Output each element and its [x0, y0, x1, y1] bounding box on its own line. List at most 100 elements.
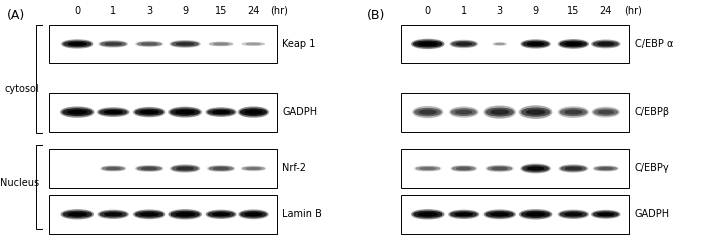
Ellipse shape [491, 213, 508, 216]
Ellipse shape [102, 167, 124, 170]
Ellipse shape [528, 43, 544, 45]
Ellipse shape [521, 108, 549, 116]
Ellipse shape [134, 108, 165, 117]
Ellipse shape [104, 111, 122, 114]
Text: GADPH: GADPH [634, 209, 669, 219]
Ellipse shape [412, 210, 444, 219]
Ellipse shape [61, 210, 93, 219]
Ellipse shape [136, 212, 162, 217]
Ellipse shape [413, 41, 441, 47]
Bar [49, 93, 277, 132]
Bar [400, 149, 629, 188]
Bar [400, 25, 629, 63]
Ellipse shape [137, 42, 161, 46]
Text: 24: 24 [247, 6, 260, 16]
Ellipse shape [242, 167, 265, 170]
Ellipse shape [521, 212, 549, 217]
Ellipse shape [213, 213, 229, 216]
Ellipse shape [210, 43, 232, 45]
Ellipse shape [241, 212, 266, 217]
Ellipse shape [136, 166, 162, 171]
Ellipse shape [101, 166, 126, 171]
Text: 0: 0 [425, 6, 431, 16]
Ellipse shape [247, 43, 260, 45]
Ellipse shape [134, 210, 165, 219]
Text: C/EBPγ: C/EBPγ [634, 164, 669, 173]
Ellipse shape [456, 110, 472, 114]
Ellipse shape [520, 210, 551, 219]
Ellipse shape [593, 166, 618, 171]
Ellipse shape [418, 43, 437, 45]
Ellipse shape [213, 111, 229, 114]
Ellipse shape [99, 210, 128, 218]
Ellipse shape [209, 42, 234, 46]
Text: Lamin B: Lamin B [282, 209, 322, 219]
Ellipse shape [452, 109, 476, 115]
Text: cytosol: cytosol [4, 84, 39, 94]
Ellipse shape [208, 166, 234, 171]
Ellipse shape [597, 43, 614, 45]
Ellipse shape [592, 107, 619, 117]
Text: C/EBP α: C/EBP α [634, 39, 673, 49]
Ellipse shape [106, 168, 120, 169]
Ellipse shape [412, 39, 444, 48]
Ellipse shape [68, 213, 86, 216]
Ellipse shape [486, 165, 513, 172]
Ellipse shape [451, 166, 477, 171]
Text: 3: 3 [146, 6, 152, 16]
Ellipse shape [486, 108, 513, 116]
Ellipse shape [565, 213, 582, 216]
Ellipse shape [559, 165, 587, 172]
Ellipse shape [559, 40, 588, 48]
Ellipse shape [592, 40, 620, 48]
Ellipse shape [170, 165, 200, 172]
Ellipse shape [595, 167, 617, 170]
Text: 0: 0 [74, 6, 81, 16]
Bar [49, 149, 277, 188]
Ellipse shape [562, 166, 585, 171]
Ellipse shape [594, 42, 618, 46]
Bar [400, 195, 629, 234]
Ellipse shape [486, 212, 513, 217]
Ellipse shape [561, 41, 587, 47]
Ellipse shape [136, 41, 162, 47]
Ellipse shape [177, 167, 193, 170]
Ellipse shape [214, 168, 229, 169]
Text: 3: 3 [497, 6, 503, 16]
Ellipse shape [521, 164, 550, 173]
Ellipse shape [209, 212, 234, 217]
Ellipse shape [451, 212, 477, 217]
Ellipse shape [561, 212, 587, 217]
Ellipse shape [142, 168, 157, 169]
Text: 15: 15 [567, 6, 580, 16]
Ellipse shape [418, 213, 437, 216]
Ellipse shape [597, 213, 614, 215]
Text: 15: 15 [215, 6, 227, 16]
Ellipse shape [142, 43, 157, 45]
Ellipse shape [63, 109, 92, 115]
Text: 9: 9 [182, 6, 188, 16]
Ellipse shape [64, 41, 91, 47]
Ellipse shape [449, 210, 479, 218]
Ellipse shape [598, 110, 613, 114]
Ellipse shape [565, 43, 582, 45]
Ellipse shape [520, 106, 551, 118]
Ellipse shape [241, 166, 266, 171]
Ellipse shape [137, 167, 161, 170]
Text: (hr): (hr) [270, 6, 288, 16]
Ellipse shape [455, 213, 472, 216]
Ellipse shape [176, 110, 194, 114]
Ellipse shape [413, 212, 441, 217]
Ellipse shape [140, 213, 158, 216]
Ellipse shape [209, 109, 234, 115]
Ellipse shape [526, 213, 545, 216]
Ellipse shape [169, 210, 201, 219]
Bar [49, 195, 277, 234]
Ellipse shape [452, 42, 475, 46]
Ellipse shape [101, 42, 125, 46]
Ellipse shape [240, 109, 266, 115]
Ellipse shape [495, 43, 504, 44]
Ellipse shape [169, 107, 201, 117]
Text: 9: 9 [533, 6, 539, 16]
Ellipse shape [136, 109, 162, 115]
